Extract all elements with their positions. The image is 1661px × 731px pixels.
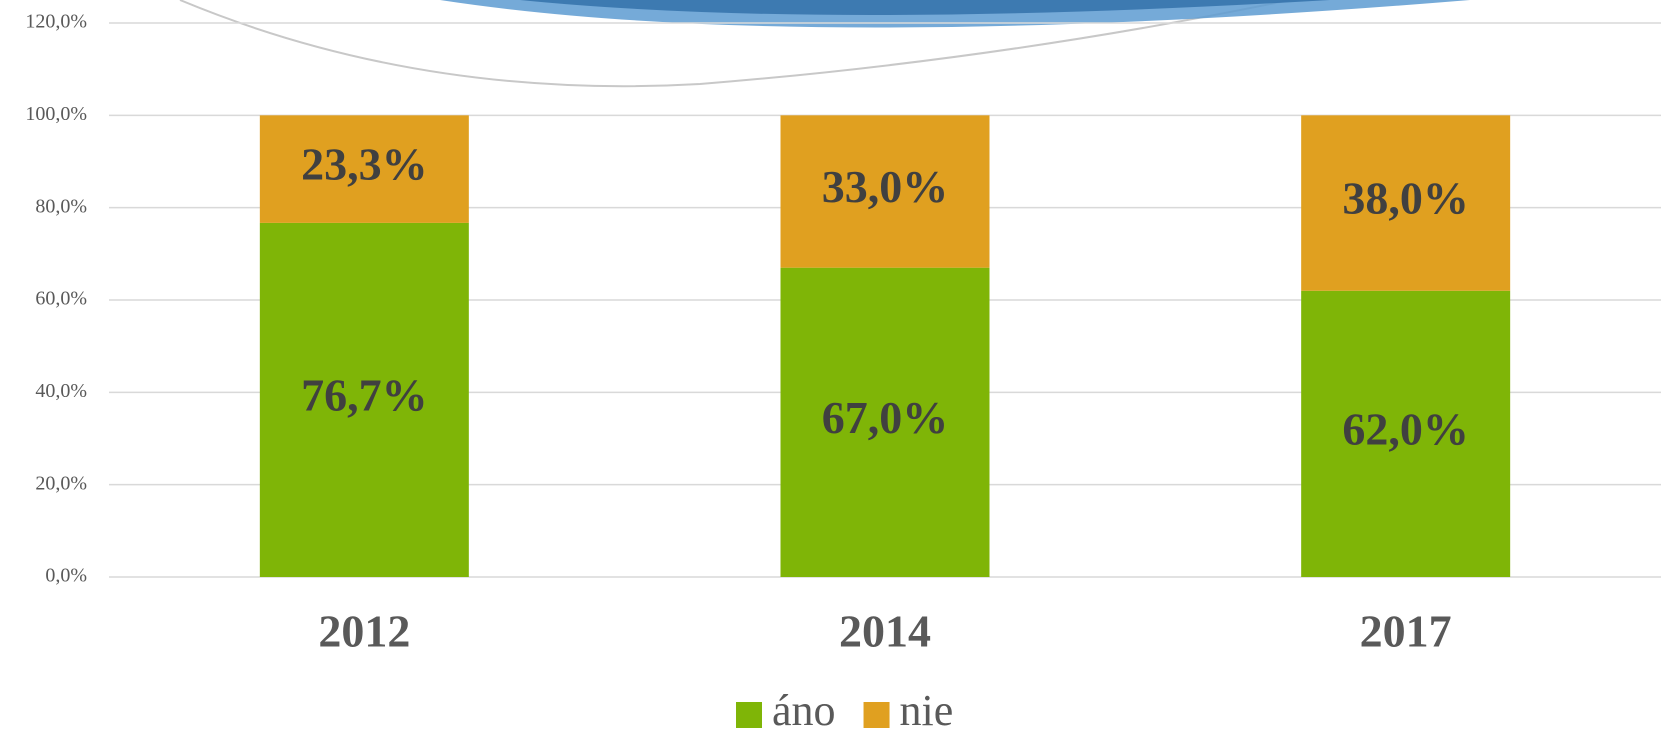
legend-label: áno xyxy=(772,686,836,731)
data-label: 23,3% xyxy=(301,139,428,190)
y-tick-label: 20,0% xyxy=(35,472,87,494)
x-tick-label: 2012 xyxy=(318,606,410,657)
chart: 76,7% 23,3% 67,0% 33,0% 62,0% 38,0% 0,0% 20,0%… xyxy=(0,0,1661,731)
decoration xyxy=(180,0,1470,86)
data-label: 67,0% xyxy=(822,392,949,443)
y-tick-label: 100,0% xyxy=(25,103,87,125)
plot: 76,7% 23,3% 67,0% 33,0% 62,0% 38,0% xyxy=(260,115,1510,577)
data-label: 38,0% xyxy=(1342,173,1469,224)
legend-label: nie xyxy=(900,686,954,731)
x-tick-label: 2014 xyxy=(839,606,931,657)
data-label: 33,0% xyxy=(822,161,949,212)
y-tick-label: 60,0% xyxy=(35,288,87,310)
x-tick-label: 2017 xyxy=(1360,606,1452,657)
y-tick-label: 80,0% xyxy=(35,195,87,217)
y-tick-label: 0,0% xyxy=(45,565,87,587)
legend-swatch xyxy=(736,702,762,728)
legend-swatch xyxy=(864,702,890,728)
data-label: 62,0% xyxy=(1342,403,1469,454)
data-label: 76,7% xyxy=(301,370,428,421)
y-tick-label: 40,0% xyxy=(35,380,87,402)
y-tick-label: 120,0% xyxy=(25,11,87,33)
